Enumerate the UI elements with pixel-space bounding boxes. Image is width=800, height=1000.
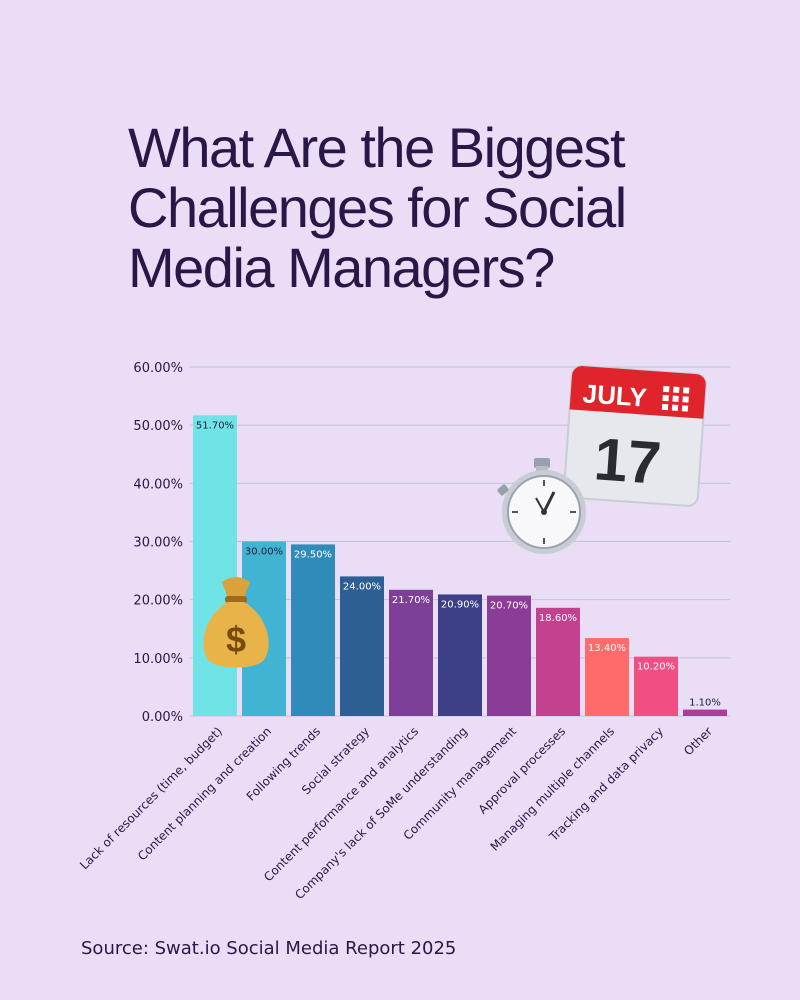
bar (438, 594, 482, 716)
data-label: 18.60% (539, 613, 577, 624)
calendar-icon: JULY 17 (563, 365, 707, 507)
calendar-day: 17 (592, 425, 663, 496)
y-tick-label: 60.00% (133, 361, 183, 376)
y-tick-label: 40.00% (133, 477, 183, 492)
data-label: 24.00% (343, 581, 381, 592)
x-tick-label: Approval processes (476, 724, 568, 816)
y-tick-label: 10.00% (133, 652, 183, 667)
bar (389, 589, 433, 716)
title-line-3: Media Managers? (128, 236, 555, 299)
svg-text:$: $ (226, 619, 246, 660)
y-tick-label: 20.00% (133, 594, 183, 609)
calendar-month: JULY (582, 378, 648, 412)
bar (585, 638, 629, 716)
data-label: 20.90% (441, 599, 479, 610)
data-label: 30.00% (245, 547, 283, 558)
x-tick-label: Company's lack of SoMe understanding (292, 724, 470, 902)
chart-title: What Are the Biggest Challenges for Soci… (128, 118, 748, 298)
stopwatch-icon (497, 458, 586, 554)
source-note: Source: Swat.io Social Media Report 2025 (81, 938, 457, 959)
data-label: 29.50% (294, 549, 332, 560)
bar (683, 709, 727, 716)
bar (536, 607, 580, 716)
y-tick-label: 0.00% (142, 710, 183, 725)
y-tick-label: 50.00% (133, 419, 183, 434)
data-label: 13.40% (588, 643, 626, 654)
bar (291, 544, 335, 716)
money-bag-icon: $ (203, 577, 269, 668)
data-label: 51.70% (196, 420, 234, 431)
bar (340, 576, 384, 716)
bar-chart: 0.00% 10.00% 20.00% 30.00% 40.00% 50.00% 60.00… (77, 361, 730, 902)
bar (634, 656, 678, 716)
data-label: 10.20% (637, 662, 675, 673)
y-tick-label: 30.00% (133, 536, 183, 551)
data-label: 21.70% (392, 595, 430, 606)
title-line-2: Challenges for Social (128, 176, 627, 239)
x-tick-label: Other (681, 724, 715, 758)
data-label: 1.10% (689, 698, 721, 709)
data-label: 20.70% (490, 601, 528, 612)
bar (487, 595, 531, 716)
title-line-1: What Are the Biggest (128, 116, 626, 179)
